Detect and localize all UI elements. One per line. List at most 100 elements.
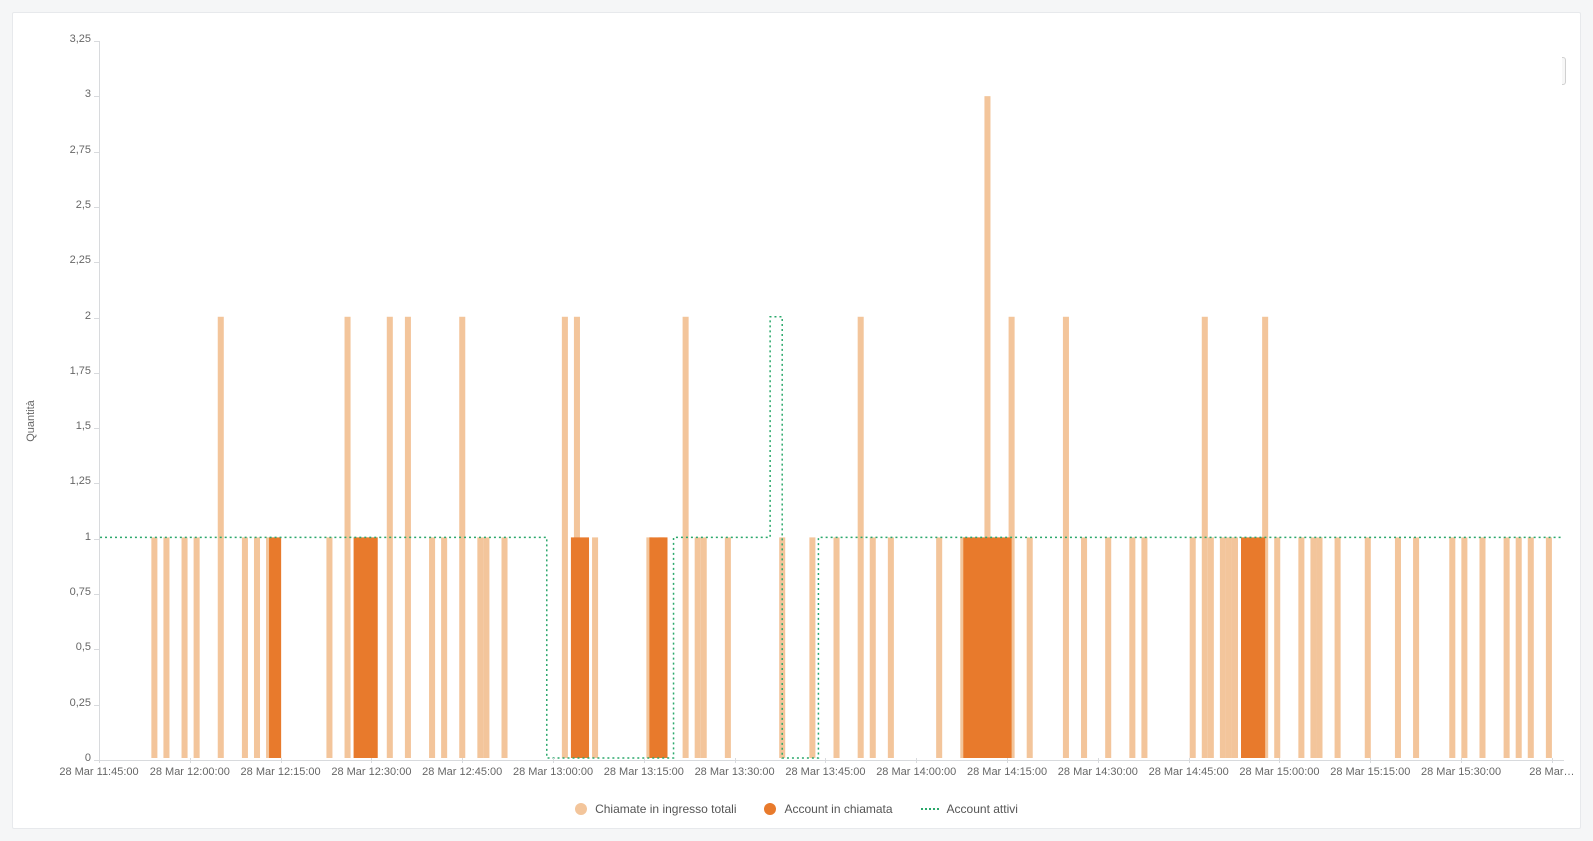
y-tick-mark <box>94 207 99 208</box>
y-tick-label: 2,5 <box>76 199 91 211</box>
bar-totali <box>1413 537 1419 758</box>
y-tick-label: 0,5 <box>76 641 91 653</box>
bar-totali <box>870 537 876 758</box>
x-tick-mark <box>1098 758 1099 763</box>
bar-totali <box>1516 537 1522 758</box>
y-tick-label: 0 <box>85 752 91 764</box>
y-tick-label: 3,25 <box>70 33 91 45</box>
x-tick-label: 28 Mar 15:30:00 <box>1421 766 1501 778</box>
chart-card: Reset zoom Quantità 00,250,50,7511,251,5… <box>12 12 1581 829</box>
plot-svg <box>99 41 1562 758</box>
x-tick-label: 28 Mar 12:45:00 <box>422 766 502 778</box>
x-tick-mark <box>1552 758 1553 763</box>
bar-totali <box>725 537 731 758</box>
bar-totali <box>1220 537 1226 758</box>
x-tick-mark <box>1461 758 1462 763</box>
legend-swatch-attivi <box>921 808 939 810</box>
x-tick-mark <box>99 758 100 763</box>
x-tick-mark <box>190 758 191 763</box>
bar-chiamata <box>1241 537 1265 758</box>
y-tick-mark <box>94 262 99 263</box>
x-tick-label: 28 Mar 15:00:00 <box>1239 766 1319 778</box>
y-tick-label: 1,25 <box>70 475 91 487</box>
bar-totali <box>1316 537 1322 758</box>
x-tick-mark <box>916 758 917 763</box>
bar-totali <box>809 537 815 758</box>
bar-chiamata <box>354 537 378 758</box>
x-tick-label: 28 Mar 13:45:00 <box>785 766 865 778</box>
x-tick-mark <box>1189 758 1190 763</box>
bar-totali <box>501 537 507 758</box>
x-tick-label: 28 Mar 13:30:00 <box>695 766 775 778</box>
y-tick-mark <box>94 539 99 540</box>
y-tick-mark <box>94 649 99 650</box>
x-tick-label: 28 Mar 13:15:00 <box>604 766 684 778</box>
x-tick-label: 28 Mar 14:45:00 <box>1149 766 1229 778</box>
x-tick-mark <box>825 758 826 763</box>
x-tick-mark <box>553 758 554 763</box>
bar-totali <box>1449 537 1455 758</box>
x-tick-label: 28 Mar 15:15:00 <box>1330 766 1410 778</box>
x-tick-label: 28 Mar 12:00:00 <box>150 766 230 778</box>
legend-swatch-chiamata <box>764 803 776 815</box>
y-tick-label: 2,25 <box>70 254 91 266</box>
bar-chiamata <box>571 537 589 758</box>
y-tick-mark <box>94 152 99 153</box>
bar-totali <box>182 537 188 758</box>
y-tick-mark <box>94 594 99 595</box>
x-tick-label: 28 Mar 12:15:00 <box>241 766 321 778</box>
bar-chiamata <box>649 537 667 758</box>
legend-item-chiamata[interactable]: Account in chiamata <box>764 802 892 816</box>
bar-totali <box>1395 537 1401 758</box>
plot-area: 00,250,50,7511,251,51,7522,252,52,7533,2… <box>99 41 1562 758</box>
legend-label-totali: Chiamate in ingresso totali <box>595 802 736 816</box>
y-tick-mark <box>94 318 99 319</box>
y-tick-mark <box>94 705 99 706</box>
x-tick-mark <box>1279 758 1280 763</box>
bar-totali <box>429 537 435 758</box>
bar-totali <box>242 537 248 758</box>
x-tick-label: 28 Mar 13:00:00 <box>513 766 593 778</box>
bar-totali <box>1504 537 1510 758</box>
legend-swatch-totali <box>575 803 587 815</box>
legend-item-attivi[interactable]: Account attivi <box>921 802 1018 816</box>
bar-totali <box>1190 537 1196 758</box>
bar-totali <box>888 537 894 758</box>
y-tick-label: 1,75 <box>70 365 91 377</box>
x-tick-mark <box>371 758 372 763</box>
bar-totali <box>1528 537 1534 758</box>
x-tick-mark <box>462 758 463 763</box>
bar-totali <box>1129 537 1135 758</box>
y-tick-mark <box>94 483 99 484</box>
bar-totali <box>441 537 447 758</box>
bar-totali <box>1208 537 1214 758</box>
x-tick-label: 28 Mar… <box>1529 766 1574 778</box>
legend-item-totali[interactable]: Chiamate in ingresso totali <box>575 802 736 816</box>
bar-totali <box>1461 537 1467 758</box>
y-tick-label: 1,5 <box>76 420 91 432</box>
x-tick-mark <box>281 758 282 763</box>
y-tick-label: 0,25 <box>70 697 91 709</box>
x-axis-line <box>99 760 1564 761</box>
bar-totali <box>592 537 598 758</box>
bar-totali <box>562 317 568 758</box>
y-tick-label: 2,75 <box>70 144 91 156</box>
legend-label-chiamata: Account in chiamata <box>784 802 892 816</box>
bar-totali <box>695 537 701 758</box>
bar-totali <box>477 537 483 758</box>
bar-totali <box>1027 537 1033 758</box>
x-tick-mark <box>1007 758 1008 763</box>
bar-totali <box>1081 537 1087 758</box>
bar-chiamata <box>963 537 1011 758</box>
bar-totali <box>254 537 260 758</box>
x-tick-label: 28 Mar 14:00:00 <box>876 766 956 778</box>
bar-totali <box>1232 537 1238 758</box>
bar-totali <box>1298 537 1304 758</box>
bar-totali <box>834 537 840 758</box>
x-tick-mark <box>644 758 645 763</box>
bar-totali <box>1335 537 1341 758</box>
x-tick-label: 28 Mar 11:45:00 <box>59 766 138 778</box>
step-line-attivi <box>100 317 1561 758</box>
y-tick-mark <box>94 96 99 97</box>
x-tick-label: 28 Mar 14:30:00 <box>1058 766 1138 778</box>
